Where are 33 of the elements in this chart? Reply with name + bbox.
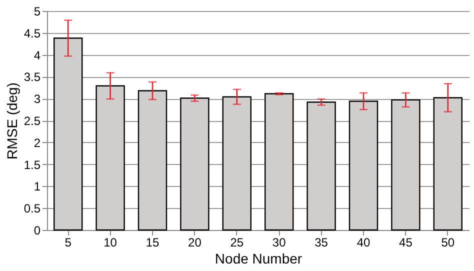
y-tick-label: 0: [34, 224, 41, 238]
bar: [222, 96, 252, 231]
y-tick-label: 4: [34, 48, 41, 62]
x-tick-label: 35: [314, 236, 328, 250]
y-tick-label: 2.5: [24, 114, 41, 128]
y-axis-title: RMSE (deg): [4, 82, 20, 160]
x-axis-title: Node Number: [214, 250, 302, 266]
y-tick-label: 5: [34, 4, 41, 18]
bar: [306, 102, 336, 231]
bar: [96, 85, 125, 231]
x-tick-label: 25: [230, 236, 244, 250]
y-tick-label: 1.5: [24, 158, 41, 172]
y-tick-label: 3: [34, 92, 41, 106]
bar: [54, 38, 83, 231]
bar: [138, 90, 168, 231]
bar: [433, 97, 462, 231]
bar: [264, 93, 294, 231]
bar: [180, 98, 210, 231]
x-tick-label: 30: [272, 236, 286, 250]
y-tick-label: 3.5: [24, 70, 41, 84]
x-tick-label: 15: [146, 236, 160, 250]
y-tick-label: 4.5: [24, 26, 41, 40]
bar: [391, 99, 420, 231]
x-tick-label: 40: [356, 236, 370, 250]
x-tick-label: 20: [188, 236, 202, 250]
y-tick-label: 0.5: [24, 202, 41, 216]
y-tick-label: 1: [34, 180, 41, 194]
x-tick-label: 50: [441, 236, 455, 250]
x-tick-label: 5: [64, 236, 72, 250]
y-tick-label: 2: [34, 136, 41, 150]
x-tick-label: 45: [399, 236, 413, 250]
x-tick-label: 10: [104, 236, 118, 250]
bar: [348, 100, 378, 231]
